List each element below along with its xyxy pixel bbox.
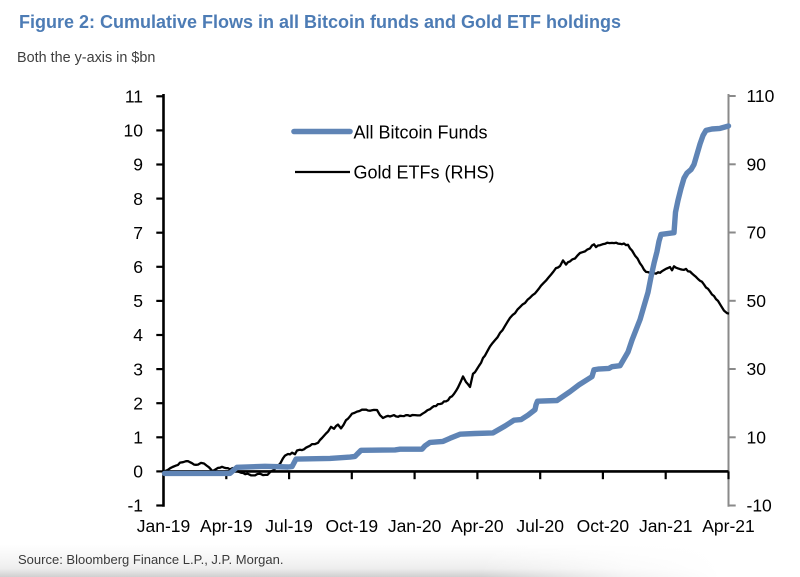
svg-text:7: 7	[133, 223, 143, 243]
svg-text:Jul-19: Jul-19	[265, 516, 313, 536]
svg-text:30: 30	[747, 359, 767, 379]
svg-text:Jan-19: Jan-19	[137, 516, 191, 536]
svg-text:8: 8	[133, 189, 143, 209]
svg-text:All Bitcoin Funds: All Bitcoin Funds	[354, 123, 488, 143]
svg-text:3: 3	[133, 359, 143, 379]
svg-text:70: 70	[747, 223, 767, 243]
svg-text:4: 4	[133, 325, 143, 345]
svg-text:10: 10	[124, 121, 144, 141]
svg-text:0: 0	[133, 462, 143, 482]
svg-text:6: 6	[133, 257, 143, 277]
svg-text:Apr-21: Apr-21	[702, 516, 755, 536]
svg-text:9: 9	[133, 155, 143, 175]
svg-text:Jan-20: Jan-20	[388, 516, 442, 536]
svg-text:90: 90	[747, 155, 767, 175]
svg-text:110: 110	[747, 86, 775, 106]
svg-text:50: 50	[747, 291, 767, 311]
svg-text:-1: -1	[127, 496, 143, 516]
svg-text:Oct-20: Oct-20	[577, 516, 630, 536]
svg-text:-10: -10	[747, 496, 773, 516]
svg-text:Jul-20: Jul-20	[516, 516, 564, 536]
svg-text:11: 11	[125, 87, 143, 107]
svg-text:Apr-20: Apr-20	[451, 516, 504, 536]
svg-text:5: 5	[133, 291, 143, 311]
svg-text:Oct-19: Oct-19	[326, 516, 379, 536]
svg-text:Jan-21: Jan-21	[639, 516, 693, 536]
svg-text:1: 1	[133, 428, 143, 448]
svg-text:2: 2	[133, 393, 143, 413]
svg-text:Gold ETFs (RHS): Gold ETFs (RHS)	[354, 163, 495, 183]
svg-text:Apr-19: Apr-19	[200, 516, 253, 536]
svg-text:10: 10	[747, 428, 767, 448]
